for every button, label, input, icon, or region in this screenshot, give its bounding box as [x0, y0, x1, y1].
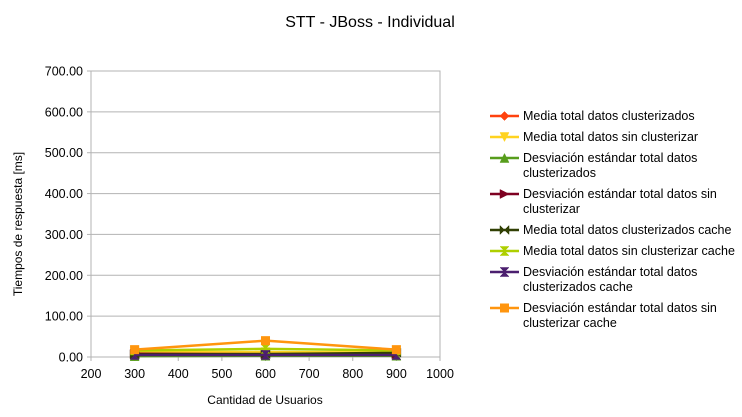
y-axis-label: Tiempos de respuesta [ms] [11, 152, 25, 296]
legend-entry-2: Media total datos sin clusterizar [490, 130, 698, 144]
y-tick-label: 400.00 [45, 187, 83, 201]
legend: Media total datos clusterizados Media tot… [490, 109, 735, 330]
x-tick-label: 500 [211, 367, 232, 381]
chart-title: STT - JBoss - Individual [285, 14, 455, 31]
x-tick-label: 400 [168, 367, 189, 381]
data-point [130, 345, 139, 354]
legend-entry-1: Media total datos clusterizados [490, 109, 695, 123]
legend-swatch-marker [500, 112, 509, 121]
y-tick-label: 700.00 [45, 65, 83, 79]
x-tick-label: 1000 [426, 367, 454, 381]
y-tick-label: 100.00 [45, 310, 83, 324]
legend-swatch-marker [500, 190, 509, 199]
plot-area [91, 71, 440, 357]
y-tick-label: 600.00 [45, 105, 83, 119]
y-tick-label: 300.00 [45, 228, 83, 242]
legend-entry-6: Media total datos sin clusterizar cache [490, 244, 735, 258]
x-tick-label: 600 [255, 367, 276, 381]
legend-label: Media total datos sin clusterizar cache [523, 244, 735, 258]
y-tick-label: 0.00 [59, 351, 83, 365]
x-tick-label: 700 [299, 367, 320, 381]
legend-label: Media total datos clusterizados [523, 109, 695, 123]
legend-label: Media total datos clusterizados cache [523, 223, 731, 237]
grid [91, 71, 440, 357]
x-tick-label: 200 [81, 367, 102, 381]
series [130, 336, 401, 361]
y-tick-label: 500.00 [45, 146, 83, 160]
legend-label: Media total datos sin clusterizar [523, 130, 698, 144]
x-tick-label: 300 [124, 367, 145, 381]
legend-swatch-marker [500, 304, 509, 313]
x-tick-label: 900 [386, 367, 407, 381]
y-tick-label: 200.00 [45, 269, 83, 283]
data-point [261, 336, 270, 345]
x-tick-label: 800 [342, 367, 363, 381]
data-point [392, 345, 401, 354]
legend-swatch-marker [500, 226, 509, 235]
x-axis-label: Cantidad de Usuarios [207, 393, 322, 407]
legend-entry-5: Media total datos clusterizados cache [490, 223, 731, 237]
